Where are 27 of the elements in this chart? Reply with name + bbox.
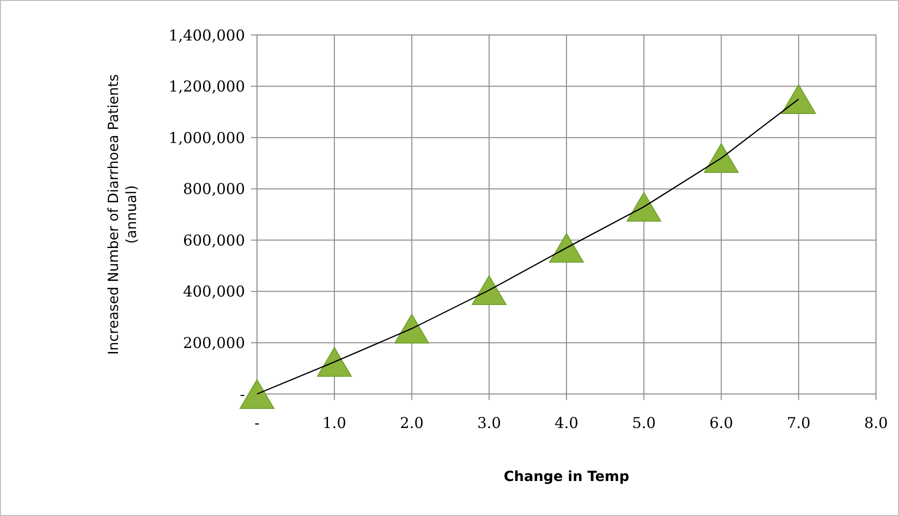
- y-tick-label: 1,200,000: [168, 78, 245, 96]
- point: [394, 314, 430, 344]
- point: [240, 379, 274, 409]
- x-tick-label: 1.0: [322, 414, 346, 432]
- x-tick-label: 8.0: [864, 414, 888, 432]
- x-tick-label: -: [254, 414, 260, 432]
- point: [316, 347, 352, 377]
- point: [781, 84, 816, 114]
- x-tick-label: 6.0: [709, 414, 734, 432]
- y-tick-label: 1,400,000: [168, 26, 245, 44]
- y-axis-title: Increased Number of Diarrhoea Patients (annual): [106, 74, 140, 355]
- y-tick-label: 200,000: [182, 334, 245, 352]
- x-tick-label: 7.0: [786, 414, 811, 432]
- x-axis-title: Change in Temp: [504, 469, 630, 485]
- point: [472, 275, 507, 305]
- y-tick-label: 600,000: [182, 231, 245, 250]
- y-tick-label: 800,000: [182, 180, 245, 198]
- y-tick-label: 400,000: [182, 282, 245, 301]
- point: [704, 143, 739, 173]
- point: [626, 192, 662, 222]
- x-tick-label: 5.0: [632, 414, 656, 432]
- y-tick-label: 1,000,000: [168, 128, 245, 147]
- x-tick-label: 4.0: [554, 414, 578, 432]
- y-tick-label: -: [240, 385, 245, 404]
- x-tick-label: 3.0: [477, 414, 502, 432]
- x-tick-label: 2.0: [400, 414, 424, 432]
- point: [549, 232, 584, 263]
